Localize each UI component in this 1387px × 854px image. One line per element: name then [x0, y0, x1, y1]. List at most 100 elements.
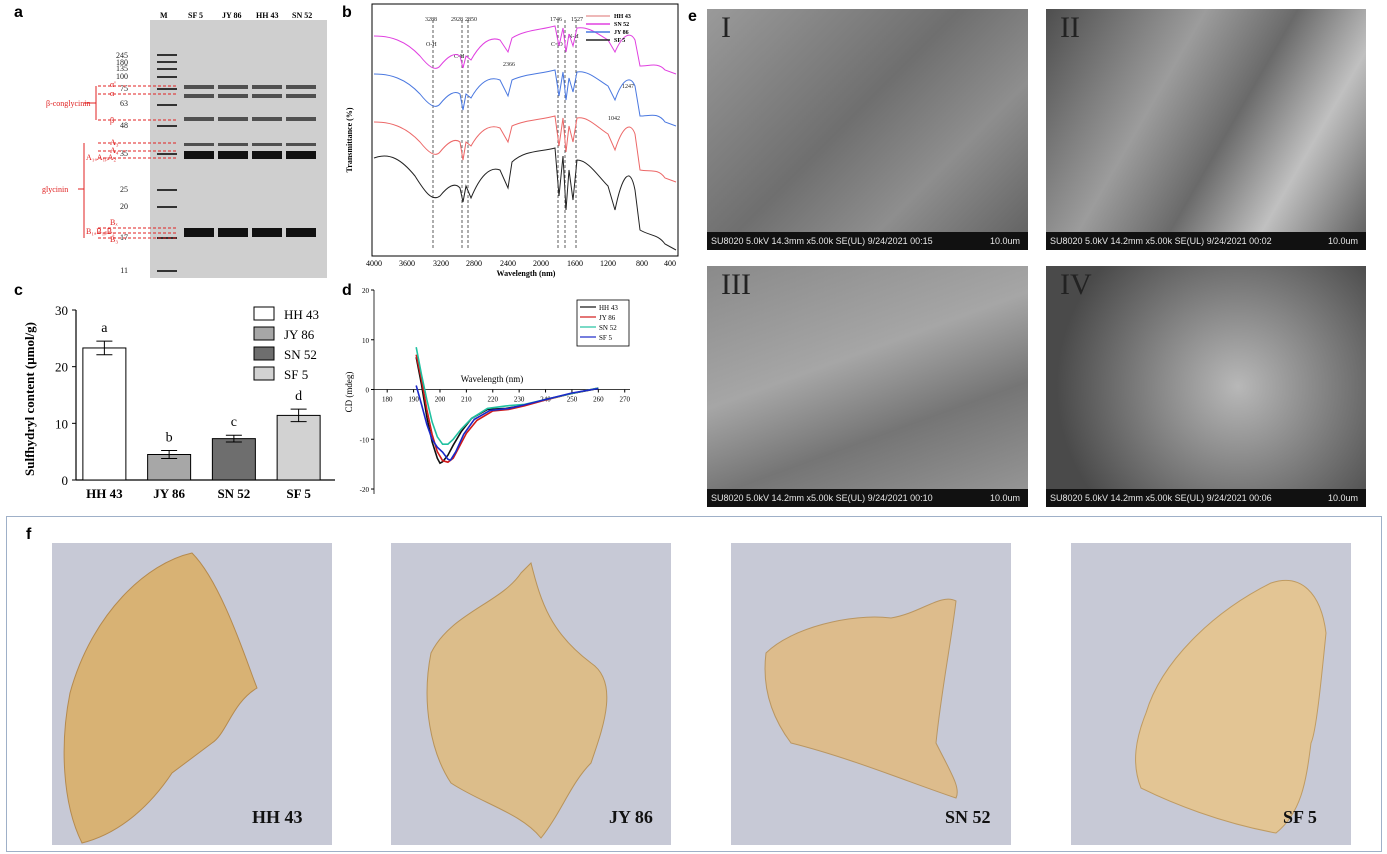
sem-image-2: II SU8020 5.0kV 14.2mm x5.00k SE(UL) 9/2…: [1046, 9, 1366, 250]
photo-caption: JY 86: [609, 807, 653, 827]
cd-series-line: [415, 354, 599, 464]
marker-label: 245: [116, 51, 128, 60]
y-tick-label: 0: [366, 387, 370, 395]
lane-label: HH 43: [256, 11, 278, 20]
sulfhydryl-bar-chart: Sulfhydryl content (μmol/g) 0 10 20 30 a HH …: [22, 303, 335, 501]
ftir-xtick: 1600: [567, 259, 583, 268]
ftir-annotation: C-H: [454, 54, 465, 60]
significance-letter: b: [166, 431, 173, 446]
y-tick-label: -10: [360, 436, 370, 444]
chart-d-lines: [415, 347, 599, 465]
panel-label-f: f: [26, 526, 32, 543]
sem-info-bar: SU8020 5.0kV 14.2mm x5.00k SE(UL) 9/24/2…: [1046, 232, 1366, 250]
legend-swatch: [253, 326, 275, 341]
marker-label: 75: [120, 84, 128, 93]
ftir-annotation: 2366: [503, 62, 515, 68]
x-tick-label: SF 5: [286, 486, 311, 501]
legend-swatch: [253, 346, 275, 361]
ftir-xtick: 3200: [433, 259, 449, 268]
chart-c-legend-label: HH 43: [284, 307, 319, 322]
chart-c-bars: a HH 43 b JY 86 c SN 52 d SF 5: [82, 321, 321, 501]
group-label: β-conglycinin: [46, 99, 91, 108]
x-tick-label: 220: [488, 396, 499, 404]
ftir-annotation: N-H: [568, 34, 579, 40]
legend-swatch: [253, 306, 275, 321]
marker-label: 48: [120, 121, 128, 130]
ftir-xtick: 2800: [466, 259, 482, 268]
chart-d-legend-box: [576, 299, 630, 347]
panel-label-b: b: [342, 4, 352, 21]
chart-d-legend-label: SF 5: [599, 334, 613, 342]
sem-roman: II: [1060, 11, 1080, 44]
ftir-annotation: 2850: [465, 17, 477, 23]
marker-label: 100: [116, 72, 128, 81]
yuba-sheet-2: [426, 562, 608, 839]
sem-info-bar: SU8020 5.0kV 14.2mm x5.00k SE(UL) 9/24/2…: [1046, 489, 1366, 507]
panel-label-a: a: [14, 4, 23, 21]
photo-caption: SN 52: [945, 807, 991, 827]
chart-c-legend-label: SN 52: [284, 347, 317, 362]
yuba-sheet-1: [63, 552, 258, 844]
ftir-xtick: 1200: [600, 259, 616, 268]
marker-label: 35: [120, 149, 128, 158]
x-tick-label: 270: [619, 396, 630, 404]
sem-roman: IV: [1060, 268, 1092, 301]
ftir-annotation: O-H: [426, 42, 437, 48]
ftir-xtick: 800: [636, 259, 648, 268]
lane-label: SN 52: [292, 11, 312, 20]
bar: [276, 414, 321, 481]
x-tick-label: 180: [382, 396, 393, 404]
legend-swatch: [253, 366, 275, 381]
marker-label: 180: [116, 58, 128, 67]
group-label: glycinin: [42, 185, 68, 194]
significance-letter: d: [295, 389, 302, 404]
panel-label-d: d: [342, 282, 352, 299]
subunit-label: α: [110, 89, 115, 98]
marker-label: 25: [120, 185, 128, 194]
marker-label: 135: [116, 64, 128, 73]
ftir-xtick: 2400: [500, 259, 516, 268]
yuba-photo-3: SN 52: [731, 543, 1011, 845]
panel-label-c: c: [14, 282, 23, 299]
sem-info: SU8020 5.0kV 14.3mm x5.00k SE(UL) 9/24/2…: [711, 236, 933, 246]
cd-series-line: [415, 385, 599, 462]
ftir-xtick: 3600: [399, 259, 415, 268]
subunit-label: B₃: [110, 235, 118, 244]
sem-info: SU8020 5.0kV 14.2mm x5.00k SE(UL) 9/24/2…: [1050, 236, 1272, 246]
gel-overlay: M SF 5 JY 86 HH 43 SN 52 245 180 135 100…: [42, 11, 316, 275]
sem-roman: III: [721, 268, 751, 301]
sem-info-bar: SU8020 5.0kV 14.3mm x5.00k SE(UL) 9/24/2…: [707, 232, 1028, 250]
sem-image-3: III SU8020 5.0kV 14.2mm x5.00k SE(UL) 9/…: [707, 266, 1028, 507]
sem-scale: 10.0um: [989, 236, 1020, 246]
x-tick-label: 210: [461, 396, 472, 404]
lane-label: JY 86: [222, 11, 241, 20]
chart-d-ylabel: CD (mdeg): [344, 372, 354, 413]
chart-d-legend-label: HH 43: [599, 304, 618, 312]
chart-c-legend-label: SF 5: [284, 367, 308, 382]
x-tick-label: 230: [514, 396, 525, 404]
y-tick-label: 20: [362, 287, 370, 295]
photo-caption: HH 43: [252, 807, 303, 827]
x-tick-label: SN 52: [217, 486, 250, 501]
ftir-annotation: 1746: [550, 17, 562, 23]
marker-label: 20: [120, 202, 128, 211]
ftir-annotation: C=O: [551, 42, 563, 48]
panel-label-e: e: [688, 8, 697, 25]
significance-letter: c: [231, 415, 237, 430]
y-tick-label: 20: [55, 360, 68, 375]
chart-d-legend-label: SN 52: [599, 324, 617, 332]
lane-label: M: [160, 11, 168, 20]
marker-label: 63: [120, 99, 128, 108]
ftir-legend-label: SF 5: [614, 38, 625, 44]
photo-caption: SF 5: [1283, 807, 1317, 827]
sem-scale: 10.0um: [1327, 236, 1358, 246]
ftir-annotation: 1042: [608, 116, 620, 122]
sem-info: SU8020 5.0kV 14.2mm x5.00k SE(UL) 9/24/2…: [1050, 493, 1272, 503]
chart-d-legend-label: JY 86: [599, 314, 616, 322]
sem-scale: 10.0um: [989, 493, 1020, 503]
ftir-xtick: 400: [664, 259, 676, 268]
x-tick-label: 190: [408, 396, 419, 404]
ftir-xlabel: Wavelength (nm): [497, 269, 556, 278]
y-tick-label: 10: [55, 416, 68, 431]
